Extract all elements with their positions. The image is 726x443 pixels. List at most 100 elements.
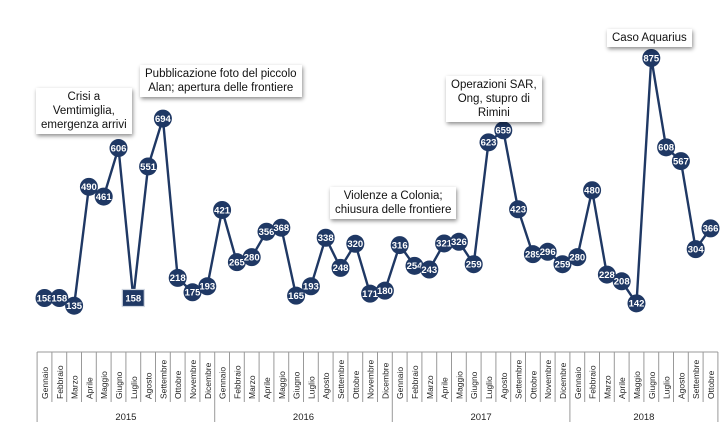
point-marker bbox=[435, 234, 454, 253]
point-marker bbox=[242, 248, 261, 267]
point-marker bbox=[701, 219, 720, 238]
data-markers: 1581581354904616061585516942181751934212… bbox=[35, 49, 720, 315]
point-marker bbox=[494, 121, 513, 140]
data-point: 280 bbox=[242, 248, 261, 267]
point-marker bbox=[316, 228, 335, 247]
month-tick-label: Gennaio bbox=[573, 367, 583, 399]
month-tick-label: Gennaio bbox=[40, 367, 50, 399]
data-label: 366 bbox=[703, 224, 719, 235]
month-tick-label: Gennaio bbox=[395, 367, 405, 399]
month-tick-label: Agosto bbox=[144, 372, 154, 399]
month-tick-label: Giugno bbox=[647, 371, 657, 399]
data-point: 158 bbox=[121, 288, 145, 308]
data-point: 175 bbox=[183, 283, 202, 302]
month-tick-label: Marzo bbox=[247, 375, 257, 399]
data-label: 321 bbox=[436, 239, 453, 250]
data-point: 296 bbox=[538, 242, 557, 261]
data-point: 567 bbox=[671, 152, 690, 171]
point-marker bbox=[553, 255, 572, 274]
point-marker bbox=[301, 277, 320, 296]
month-tick-label: Ottobre bbox=[528, 370, 538, 399]
data-point: 228 bbox=[597, 265, 616, 284]
data-label: 296 bbox=[540, 247, 556, 258]
point-marker bbox=[198, 277, 217, 296]
point-marker bbox=[109, 139, 128, 158]
data-label: 304 bbox=[688, 244, 705, 255]
data-label: 193 bbox=[199, 282, 215, 293]
annotation-operazioni-sar: Operazioni SAR, Ong, stupro di Rimini bbox=[446, 76, 542, 122]
data-label: 623 bbox=[481, 138, 497, 149]
month-tick-label: Maggio bbox=[277, 371, 287, 399]
data-label: 208 bbox=[614, 277, 630, 288]
data-point: 659 bbox=[494, 121, 513, 140]
data-point: 694 bbox=[153, 109, 172, 128]
point-marker bbox=[405, 256, 424, 275]
month-tick-label: Agosto bbox=[321, 372, 331, 399]
data-point: 356 bbox=[257, 222, 276, 241]
month-tick-label: Febbraio bbox=[55, 365, 65, 399]
point-marker bbox=[627, 294, 646, 313]
point-marker bbox=[538, 242, 557, 261]
point-marker bbox=[65, 296, 84, 315]
month-tick-label: Marzo bbox=[70, 375, 80, 399]
month-tick-label: Settembre bbox=[691, 360, 701, 399]
data-label: 259 bbox=[555, 259, 571, 270]
data-point: 366 bbox=[701, 219, 720, 238]
point-marker bbox=[657, 138, 676, 157]
data-point: 321 bbox=[435, 234, 454, 253]
data-label: 135 bbox=[66, 301, 83, 312]
annotation-violenze-colonia: Violenze a Colonia; chiusura delle front… bbox=[330, 187, 457, 219]
month-tick-label: Novembre bbox=[543, 360, 553, 399]
data-label: 875 bbox=[643, 53, 660, 64]
data-label: 228 bbox=[599, 270, 615, 281]
month-tick-label: Febbraio bbox=[410, 365, 420, 399]
data-label: 326 bbox=[451, 237, 467, 248]
point-marker bbox=[213, 200, 232, 219]
annotation-foto-alan: Pubblicazione foto del piccolo Alan; ape… bbox=[140, 65, 302, 97]
point-marker bbox=[464, 255, 483, 274]
month-tick-label: Maggio bbox=[99, 371, 109, 399]
data-point: 490 bbox=[79, 177, 98, 196]
data-label: 158 bbox=[37, 293, 53, 304]
data-point: 259 bbox=[553, 255, 572, 274]
month-tick-label: Novembre bbox=[188, 360, 198, 399]
month-tick-label: Maggio bbox=[454, 371, 464, 399]
data-point: 165 bbox=[287, 286, 306, 305]
x-axis: Gennaio Febbraio Marzo Aprile Maggio Giugno Lu… bbox=[36, 351, 719, 423]
data-point: 320 bbox=[346, 234, 365, 253]
month-tick-label: Luglio bbox=[129, 376, 139, 399]
month-tick-label: Giugno bbox=[469, 371, 479, 399]
year-label: 2018 bbox=[633, 412, 654, 423]
data-point: 158 bbox=[50, 289, 69, 307]
point-marker bbox=[257, 222, 276, 241]
data-point: 142 bbox=[627, 294, 646, 313]
data-label: 280 bbox=[244, 252, 260, 263]
month-tick-label: Aprile bbox=[617, 377, 627, 399]
point-marker bbox=[449, 232, 468, 251]
year-label: 2017 bbox=[471, 412, 492, 423]
data-label: 259 bbox=[466, 259, 482, 270]
point-marker bbox=[331, 258, 350, 277]
data-label: 480 bbox=[584, 186, 600, 197]
data-point: 368 bbox=[272, 218, 291, 237]
month-tick-label: Marzo bbox=[425, 375, 435, 399]
point-marker bbox=[139, 157, 158, 176]
point-marker bbox=[568, 248, 587, 267]
point-marker bbox=[50, 289, 69, 307]
month-tick-label: Luglio bbox=[662, 376, 672, 399]
month-tick-label: Dicembre bbox=[380, 362, 390, 399]
data-point: 875 bbox=[642, 49, 661, 67]
data-point: 208 bbox=[612, 272, 631, 291]
data-point: 480 bbox=[583, 181, 602, 200]
data-label: 320 bbox=[347, 239, 363, 250]
point-marker bbox=[94, 187, 113, 206]
month-tick-label: Luglio bbox=[306, 376, 316, 399]
data-point: 135 bbox=[65, 296, 84, 315]
data-label: 280 bbox=[569, 252, 585, 263]
data-label: 265 bbox=[229, 257, 246, 268]
month-tick-label: Febbraio bbox=[588, 365, 598, 399]
data-point: 265 bbox=[227, 253, 246, 272]
data-label: 193 bbox=[303, 282, 319, 293]
data-point: 551 bbox=[139, 157, 158, 176]
